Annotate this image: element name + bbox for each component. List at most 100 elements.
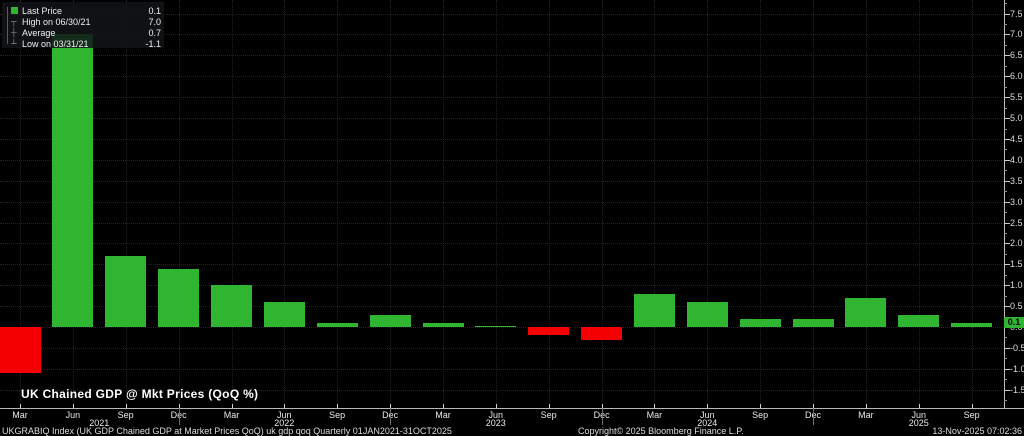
- h-gridline: [0, 347, 1004, 349]
- h-gridline: [0, 201, 1004, 203]
- y-tick-label: 7.0: [1010, 29, 1023, 40]
- x-month-label: Jun: [700, 410, 715, 420]
- y-major-tick: [1004, 159, 1010, 161]
- x-year-label: 2023: [485, 418, 506, 428]
- v-gridline: [865, 0, 867, 408]
- y-minor-tick: [1004, 400, 1007, 402]
- y-major-tick: [1004, 180, 1010, 182]
- h-gridline: [0, 368, 1004, 370]
- bar-sep-2021[interactable]: [105, 255, 147, 327]
- v-gridline: [178, 0, 180, 408]
- v-gridline: [390, 0, 392, 408]
- bar-sep-2024[interactable]: [739, 318, 781, 327]
- x-month-label: Mar: [646, 410, 663, 420]
- h-gridline: [0, 118, 1004, 119]
- bar-dec-2022[interactable]: [369, 314, 411, 327]
- chart-legend[interactable]: Last Price 0.1 ┬ High on 06/30/21 7.0 ┼ …: [2, 2, 164, 49]
- y-minor-tick: [1004, 107, 1007, 109]
- chart-title: UK Chained GDP @ Mkt Prices (QoQ %): [21, 387, 259, 401]
- x-month-label: Mar: [12, 410, 28, 420]
- y-major-tick: [1004, 97, 1010, 99]
- x-tick: [654, 404, 656, 408]
- y-tick-label: 1.0: [1010, 280, 1023, 291]
- legend-value: 0.7: [148, 28, 161, 38]
- x-month-label: Jun: [277, 410, 292, 420]
- last-price-axis-marker: 0.1: [1004, 317, 1024, 328]
- y-minor-tick: [1004, 3, 1007, 5]
- y-minor-tick: [1004, 358, 1007, 360]
- bar-jun-2024[interactable]: [686, 301, 728, 327]
- h-gridline: [0, 327, 1004, 328]
- x-tick: [918, 404, 920, 408]
- x-month-label: Jun: [488, 410, 504, 420]
- bar-dec-2023[interactable]: [581, 327, 623, 340]
- y-minor-tick: [1004, 24, 1007, 25]
- h-gridline: [0, 13, 1004, 15]
- bar-mar-2025[interactable]: [845, 297, 887, 327]
- x-month-label: Sep: [540, 410, 557, 420]
- bar-mar-2024[interactable]: [633, 293, 675, 327]
- y-major-tick: [1004, 118, 1010, 119]
- h-gridline: [0, 222, 1004, 224]
- h-gridline: [0, 159, 1004, 161]
- legend-label: Low on 03/31/21: [22, 39, 89, 49]
- x-tick: [865, 404, 867, 408]
- legend-row-last-price[interactable]: Last Price 0.1: [11, 6, 161, 16]
- legend-value: 7.0: [148, 17, 161, 27]
- footer-copyright: Copyright© 2025 Bloomberg Finance L.P.: [578, 426, 744, 436]
- plot-area[interactable]: [0, 0, 1004, 408]
- v-gridline: [918, 0, 920, 408]
- y-tick-label: 4.5: [1010, 133, 1023, 144]
- x-month-label: Dec: [373, 410, 407, 420]
- x-tick: [284, 404, 286, 408]
- x-month-label: Jun: [65, 410, 81, 420]
- low-marker-icon: ┴: [11, 39, 17, 48]
- bar-mar-2022[interactable]: [211, 285, 252, 327]
- y-major-tick: [1004, 55, 1010, 57]
- legend-label: Average: [22, 28, 56, 38]
- x-month-label: Mar: [858, 410, 874, 420]
- bar-sep-2025[interactable]: [951, 322, 993, 327]
- bar-sep-2023[interactable]: [528, 327, 570, 336]
- x-tick: [337, 404, 339, 408]
- h-gridline: [0, 34, 1004, 36]
- v-gridline: [813, 0, 814, 408]
- y-tick-label: 3.5: [1010, 175, 1023, 186]
- bar-jun-2022[interactable]: [263, 301, 305, 327]
- h-gridline: [0, 306, 1004, 308]
- v-gridline: [231, 0, 233, 408]
- x-month-label: Dec: [796, 410, 830, 420]
- legend-row-average[interactable]: ┼ Average 0.7: [11, 28, 161, 38]
- v-gridline: [125, 0, 127, 408]
- v-gridline: [971, 0, 973, 408]
- v-gridline: [337, 0, 339, 408]
- y-major-tick: [1004, 285, 1010, 287]
- x-tick: [125, 404, 127, 408]
- bar-jun-2025[interactable]: [898, 314, 940, 327]
- legend-row-low[interactable]: ┴ Low on 03/31/21 -1.1: [11, 39, 161, 49]
- x-year-label: 2022: [274, 418, 295, 428]
- x-month-label: Sep: [117, 410, 134, 420]
- y-major-tick: [1004, 222, 1010, 224]
- v-gridline: [20, 0, 21, 408]
- bar-dec-2024[interactable]: [792, 318, 834, 327]
- y-tick-label: 6.0: [1010, 71, 1023, 82]
- bar-jun-2023[interactable]: [475, 326, 517, 327]
- y-major-tick: [1004, 368, 1010, 370]
- x-tick: [548, 404, 550, 408]
- bar-sep-2022[interactable]: [316, 322, 358, 327]
- x-tick: [72, 404, 74, 408]
- x-tick: [231, 404, 233, 408]
- bar-mar-2023[interactable]: [422, 322, 464, 327]
- bar-mar-2021[interactable]: [0, 327, 41, 373]
- x-tick: [495, 404, 497, 408]
- h-gridline: [0, 264, 1004, 266]
- bar-jun-2021[interactable]: [52, 34, 94, 327]
- x-tick: [443, 404, 444, 408]
- y-major-tick: [1004, 201, 1010, 203]
- v-gridline: [654, 0, 656, 408]
- bar-dec-2021[interactable]: [158, 268, 200, 327]
- legend-row-high[interactable]: ┬ High on 06/30/21 7.0: [11, 17, 161, 27]
- y-major-tick: [1004, 389, 1010, 391]
- year-divider: [390, 408, 392, 425]
